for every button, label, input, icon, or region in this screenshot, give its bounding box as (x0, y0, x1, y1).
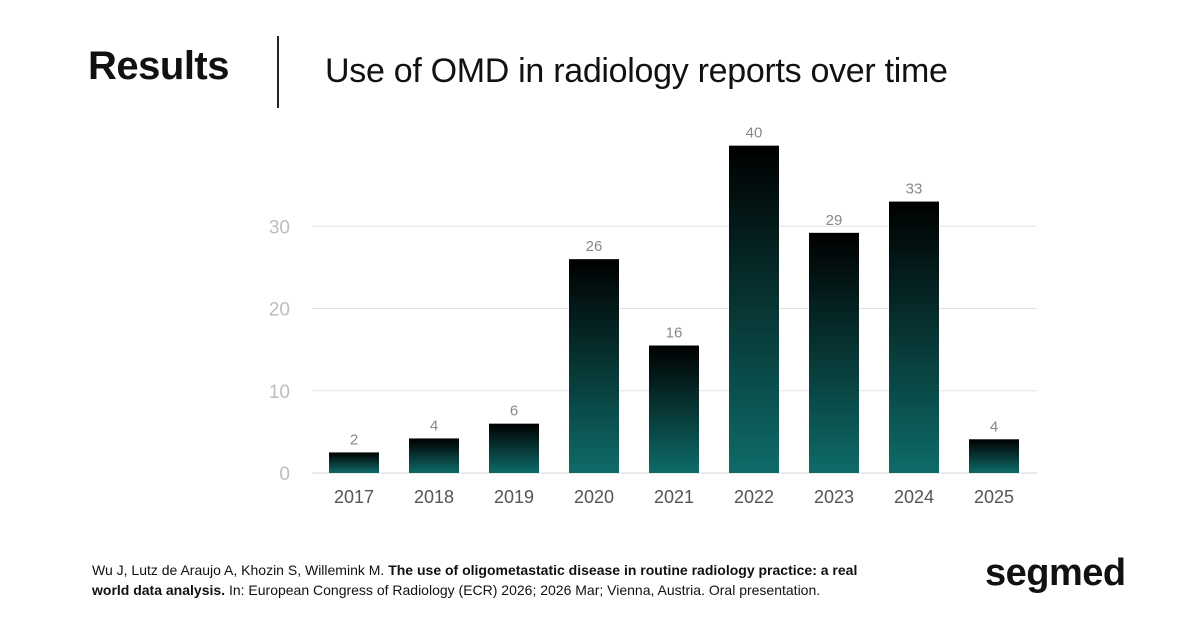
data-label-2024: 33 (906, 181, 923, 198)
bar-2019 (489, 423, 539, 473)
data-label-2023: 29 (826, 212, 843, 229)
x-tick-label-2023: 2023 (814, 487, 854, 507)
x-tick-label-2019: 2019 (494, 487, 534, 507)
y-tick-label: 10 (269, 382, 290, 403)
data-label-2021: 16 (666, 325, 683, 342)
x-tick-label-2017: 2017 (334, 487, 374, 507)
citation-venue: In: European Congress of Radiology (ECR)… (228, 582, 821, 598)
y-tick-label: 0 (279, 464, 290, 485)
x-tick-label-2021: 2021 (654, 487, 694, 507)
x-tick-label-2025: 2025 (974, 487, 1014, 507)
bar-2025 (969, 439, 1019, 473)
y-tick-label: 20 (269, 300, 290, 321)
x-tick-label-2020: 2020 (574, 487, 614, 507)
title-divider (277, 36, 279, 108)
data-label-2020: 26 (586, 238, 603, 255)
data-label-2018: 4 (430, 417, 438, 434)
data-label-2025: 4 (990, 418, 998, 435)
x-tick-label-2024: 2024 (894, 487, 934, 507)
bar-2018 (409, 438, 459, 473)
bar-2020 (569, 259, 619, 473)
data-label-2017: 2 (350, 431, 358, 448)
bar-2023 (809, 232, 859, 473)
citation: Wu J, Lutz de Araujo A, Khozin S, Willem… (92, 560, 872, 600)
section-title: Results (88, 44, 230, 88)
citation-authors: Wu J, Lutz de Araujo A, Khozin S, Willem… (92, 562, 385, 578)
y-tick-label: 30 (269, 217, 290, 238)
data-label-2022: 40 (746, 125, 763, 142)
citation-title: The use of oligometastatic disease in ro… (92, 562, 858, 598)
x-tick-label-2018: 2018 (414, 487, 454, 507)
data-label-2019: 6 (510, 403, 518, 420)
bar-2024 (889, 201, 939, 473)
bar-2017 (329, 452, 379, 473)
segmed-logo: segmed (985, 552, 1126, 594)
bar-2021 (649, 345, 699, 473)
bar-2022 (729, 145, 779, 473)
x-tick-label-2022: 2022 (734, 487, 774, 507)
chart-title: Use of OMD in radiology reports over tim… (325, 52, 948, 90)
